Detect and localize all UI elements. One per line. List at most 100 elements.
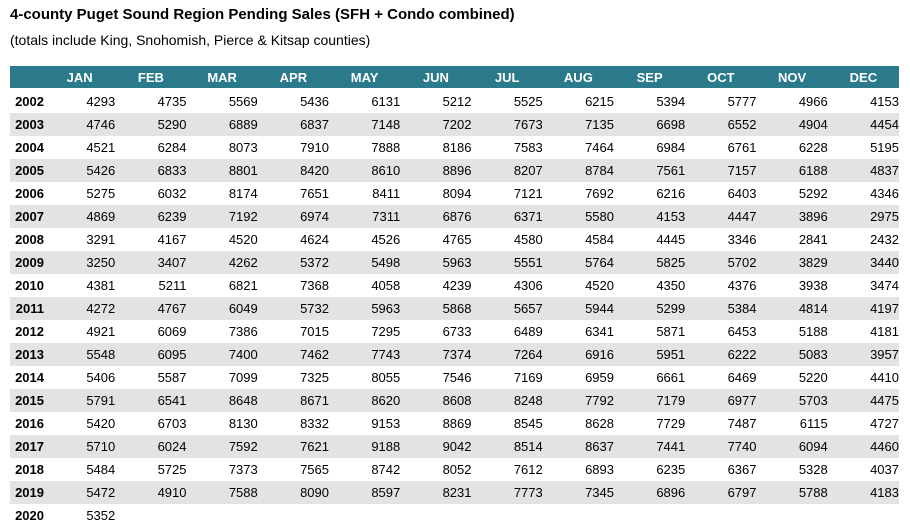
column-header-jan: JAN: [44, 66, 116, 90]
value-cell: 6341: [585, 324, 614, 339]
value-cell: 5871: [656, 324, 686, 339]
value-cell: 6761: [727, 140, 757, 155]
value-cell: 8094: [442, 186, 472, 201]
value-cell: 4410: [870, 370, 899, 385]
value-cell: 9188: [329, 435, 401, 458]
value-cell: 5083: [756, 343, 828, 366]
value-cell: 5394: [656, 94, 686, 109]
value-cell: 7773: [471, 481, 543, 504]
value-cell: 9042: [400, 435, 472, 458]
value-cell: 6215: [585, 94, 614, 109]
value-cell: 5328: [798, 462, 828, 477]
pending-sales-table: JAN FEB MAR APR MAY JUN JUL AUG SEP OCT NOV DEC 200…: [10, 66, 899, 527]
value-cell: 5525: [513, 94, 543, 109]
value-cell: 8648: [186, 389, 258, 412]
value-cell: 4475: [827, 389, 899, 412]
value-cell: 6284: [157, 140, 187, 155]
value-cell: 8248: [471, 389, 543, 412]
value-cell: 7374: [400, 343, 472, 366]
value-cell: 3829: [756, 251, 828, 274]
value-cell: 5188: [798, 324, 828, 339]
value-cell: 6797: [685, 481, 757, 504]
table-row: 2013 5548 6095 7400 7462 7743 7374 7264 6916 5951…: [10, 343, 899, 366]
table-row: 2018 5484 5725 7373 7565 8742 8052 7612 6893 6235…: [10, 458, 899, 481]
value-cell: 8597: [329, 481, 401, 504]
value-cell: 6403: [727, 186, 757, 201]
year-cell: 2004: [15, 140, 44, 155]
value-cell: 8186: [442, 140, 472, 155]
value-cell: 5710: [44, 435, 116, 458]
value-cell: 4183: [827, 481, 899, 504]
value-cell: 4058: [371, 278, 401, 293]
value-cell: 6833: [115, 159, 187, 182]
value-cell: 7135: [542, 113, 614, 136]
value-cell: 7169: [513, 370, 543, 385]
value-cell: 7651: [300, 186, 329, 201]
value-cell: 7311: [329, 205, 401, 228]
year-cell: 2016: [15, 416, 44, 431]
column-header-year: [10, 66, 44, 90]
value-cell: 5372: [257, 251, 329, 274]
value-cell: 7192: [186, 205, 258, 228]
value-cell: 2432: [870, 232, 899, 247]
value-cell: 4239: [442, 278, 472, 293]
value-cell: 5951: [614, 343, 686, 366]
value-cell: 3474: [870, 278, 899, 293]
value-cell: 7015: [300, 324, 329, 339]
value-cell: 6453: [727, 324, 757, 339]
value-cell: 7462: [257, 343, 329, 366]
value-cell: 4910: [115, 481, 187, 504]
value-cell: 5484: [86, 462, 116, 477]
year-cell: 2009: [10, 251, 44, 274]
value-cell: 8608: [400, 389, 472, 412]
value-cell: 7740: [685, 435, 757, 458]
value-cell: 3346: [727, 232, 757, 247]
value-cell: 7792: [542, 389, 614, 412]
value-cell: 8073: [228, 140, 258, 155]
value-cell: 4197: [827, 297, 899, 320]
value-cell: 4746: [44, 113, 116, 136]
value-cell: 5426: [44, 159, 116, 182]
value-cell: 8637: [542, 435, 614, 458]
table-row: 2004 4521 6284 8073 7910 7888 8186 7583 7464 6984…: [10, 136, 899, 159]
value-cell: 5791: [44, 389, 116, 412]
value-cell: 6893: [585, 462, 614, 477]
value-cell: 5825: [614, 251, 686, 274]
value-cell: 7295: [371, 324, 401, 339]
value-cell: 6889: [186, 113, 258, 136]
value-cell: 6469: [727, 370, 757, 385]
table-row: 2014 5406 5587 7099 7325 8055 7546 7169 6959 6661…: [10, 366, 899, 389]
year-cell: 2005: [10, 159, 44, 182]
value-cell: 6115: [799, 416, 828, 431]
value-cell: 5292: [798, 186, 828, 201]
value-cell: 8130: [228, 416, 258, 431]
value-cell: 4306: [513, 278, 543, 293]
column-header-oct: OCT: [685, 66, 757, 90]
value-cell: 4735: [157, 94, 187, 109]
value-cell: 7692: [585, 186, 614, 201]
value-cell: 4376: [727, 278, 757, 293]
value-cell: 8801: [186, 159, 258, 182]
year-cell: 2008: [15, 232, 44, 247]
value-cell: 7148: [329, 113, 401, 136]
value-cell: 7202: [400, 113, 472, 136]
value-cell: 6977: [685, 389, 757, 412]
value-cell: 5963: [400, 251, 472, 274]
value-cell: 4904: [756, 113, 828, 136]
value-cell: 6371: [471, 205, 543, 228]
year-cell: 2015: [10, 389, 44, 412]
value-cell: 6235: [656, 462, 686, 477]
value-cell: 4580: [513, 232, 543, 247]
value-cell: 6916: [542, 343, 614, 366]
value-cell: 6984: [656, 140, 686, 155]
value-cell: 8784: [542, 159, 614, 182]
value-cell: 4624: [300, 232, 329, 247]
table-row: 2015 5791 6541 8648 8671 8620 8608 8248 7792 7179…: [10, 389, 899, 412]
value-cell: 4765: [442, 232, 472, 247]
column-header-nov: NOV: [756, 66, 828, 90]
value-cell: 7487: [727, 416, 757, 431]
value-cell: 8610: [329, 159, 401, 182]
table-row: 2011 4272 4767 6049 5732 5963 5868 5657 5944 5299…: [10, 297, 899, 320]
value-cell: 6024: [115, 435, 187, 458]
table-row: 2017 5710 6024 7592 7621 9188 9042 8514 8637 7441…: [10, 435, 899, 458]
